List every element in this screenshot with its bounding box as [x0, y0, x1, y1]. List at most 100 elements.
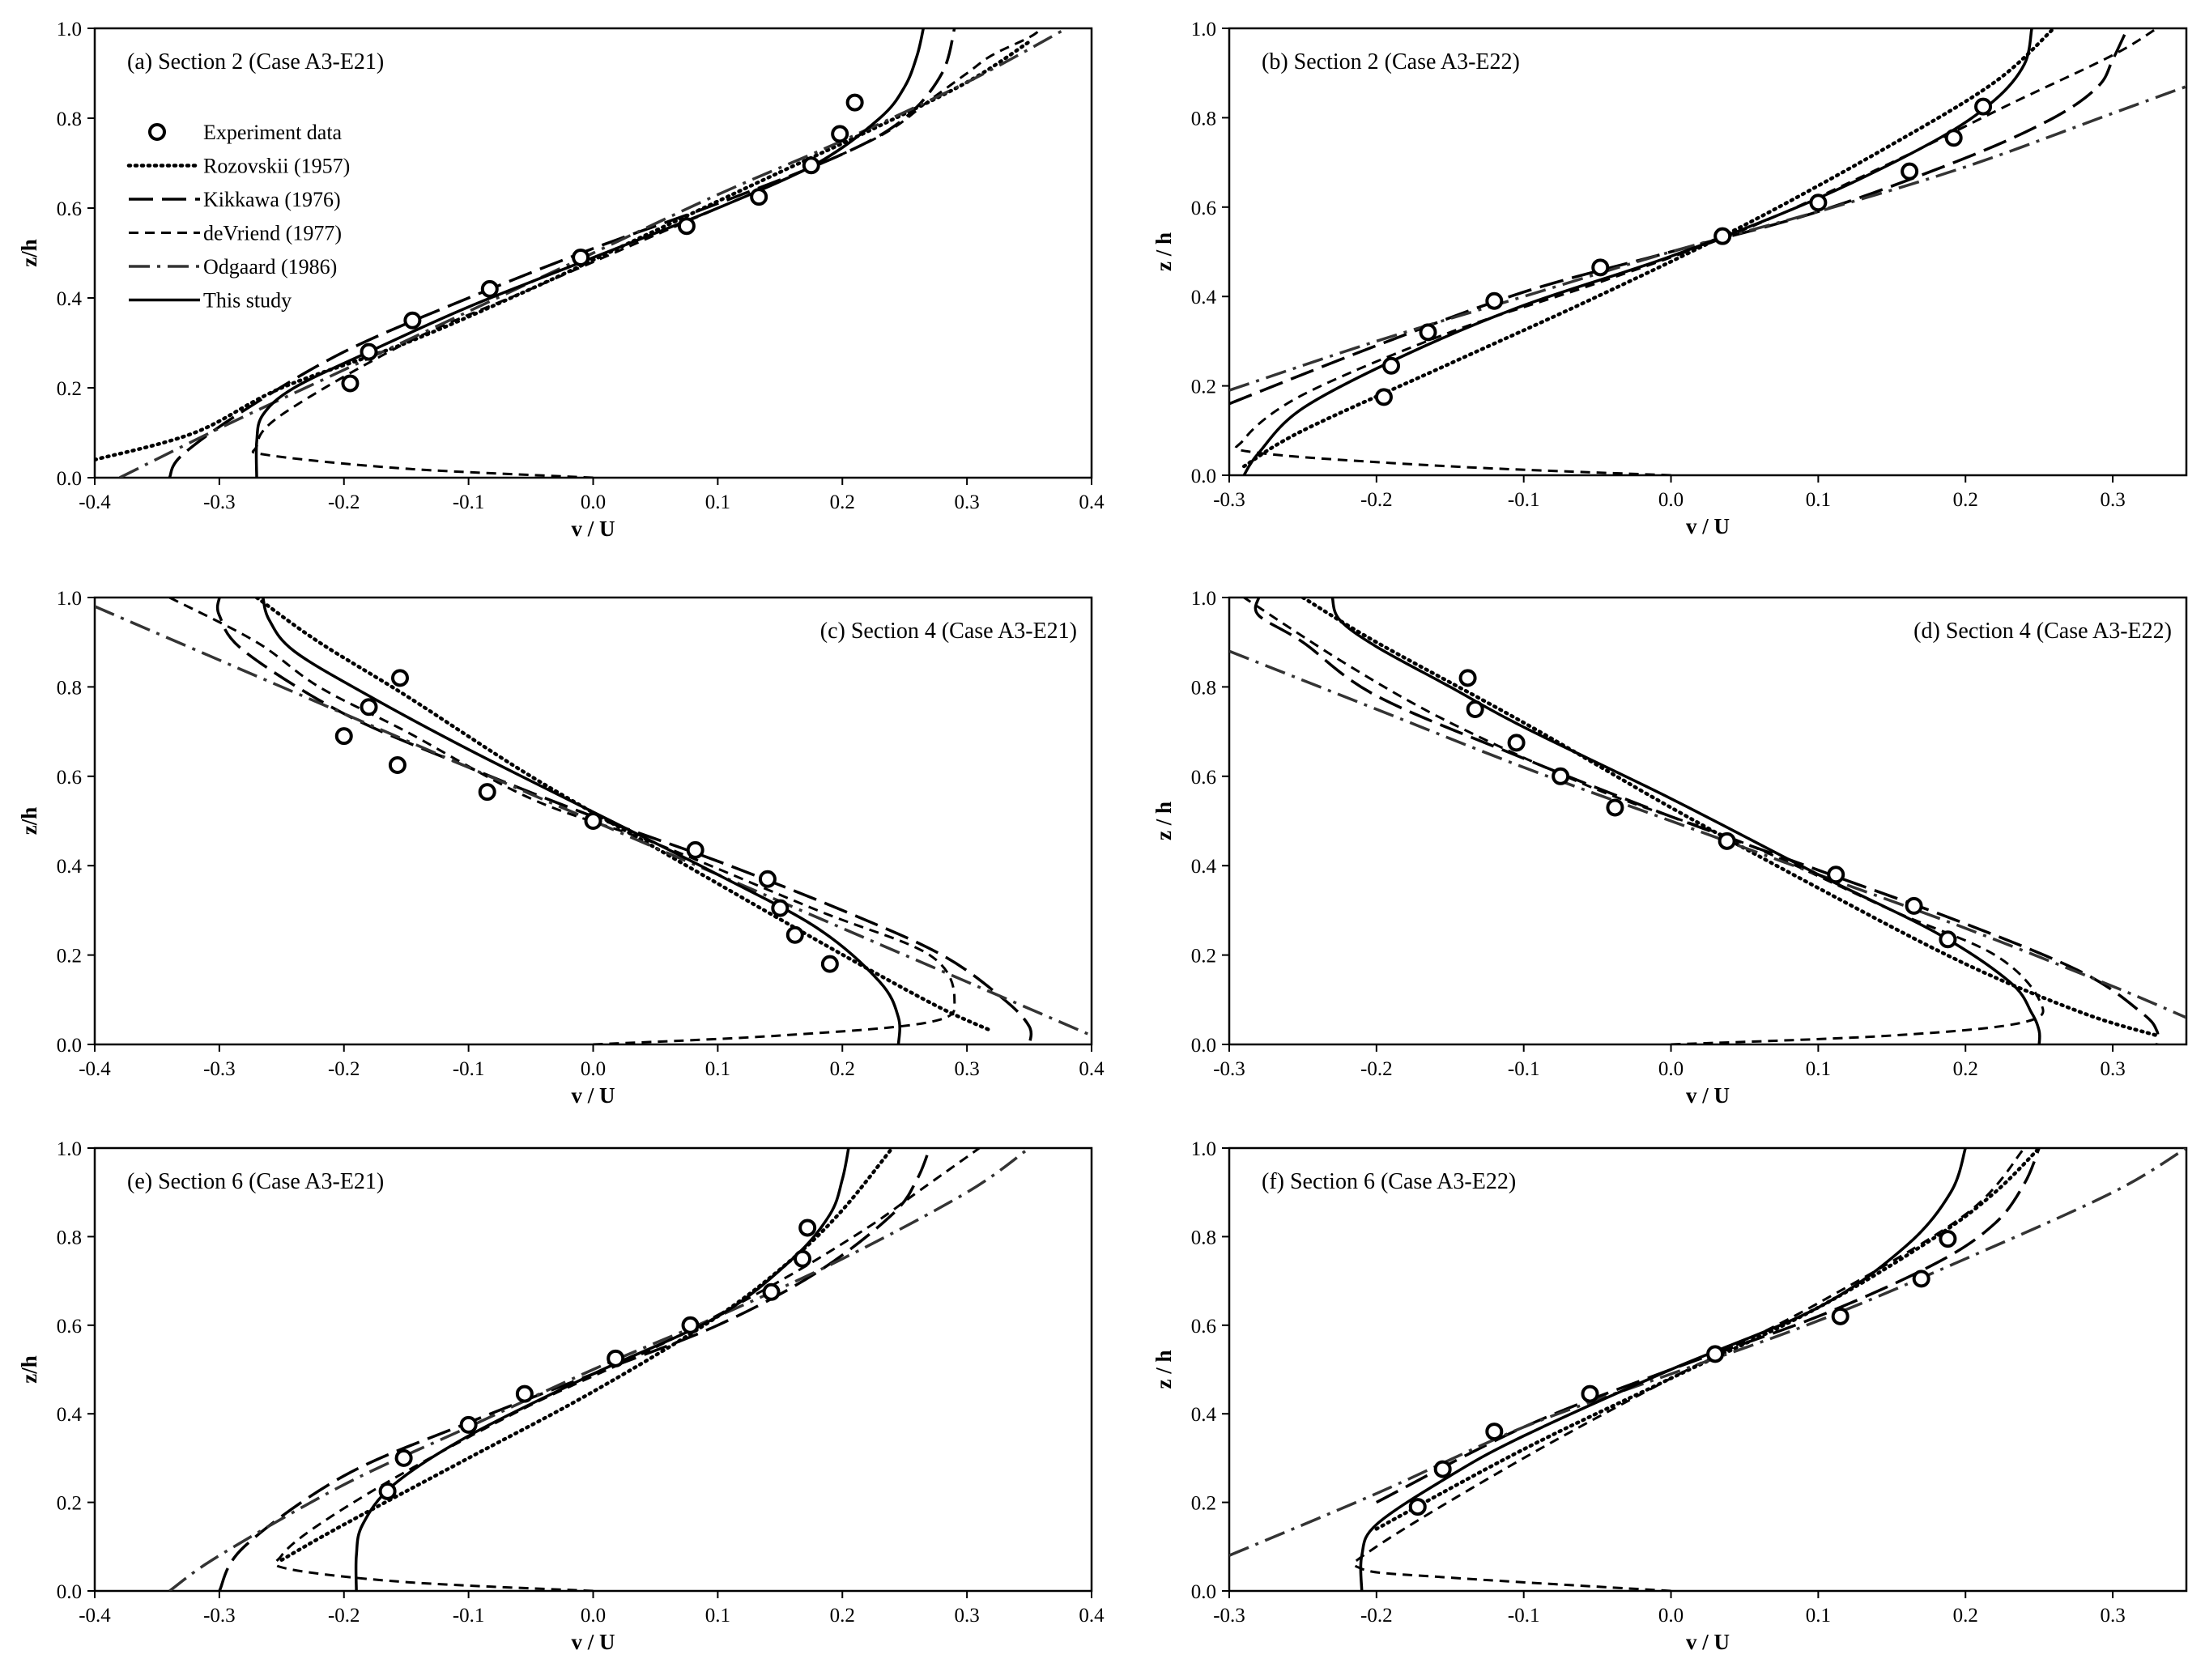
- series-line-devriend: [1352, 1148, 2026, 1591]
- panel-2: -0.3 -0.2 -0.1 0.0 0.1 0.2 0.3 0.0 0.2 0.4 0.6 0.8 1…: [1151, 19, 2188, 538]
- x-tick-label: 0.2: [830, 491, 855, 513]
- y-tick-label: 1.0: [57, 1138, 82, 1160]
- experiment-point: [1901, 162, 1919, 181]
- y-tick-label: 0.0: [57, 1581, 82, 1603]
- series-line-study: [1359, 1148, 1967, 1591]
- x-tick-label: -0.3: [1213, 1605, 1245, 1627]
- series-line-kikkawa: [1229, 28, 2129, 406]
- y-tick-label: 0.4: [57, 1404, 83, 1426]
- x-tick-label: -0.1: [1508, 1058, 1540, 1080]
- y-tick-label: 0.6: [57, 198, 82, 220]
- experiment-point: [686, 840, 704, 859]
- experiment-point: [1827, 866, 1845, 884]
- y-axis-label: z / h: [1151, 232, 1176, 271]
- experiment-point: [1974, 97, 1993, 116]
- plot-frame: [1228, 596, 2188, 1046]
- x-tick-label: 0.0: [1658, 1605, 1684, 1627]
- panel-3: -0.4 -0.3 -0.2 -0.1 0.0 0.1 0.2 0.3 0.4 0.0 0.2 0.4…: [17, 588, 1105, 1108]
- y-axis-label: z/h: [17, 239, 41, 267]
- x-axis-label: v / U: [1686, 514, 1730, 538]
- experiment-point: [1591, 258, 1610, 277]
- experiment-point: [1466, 700, 1484, 718]
- x-axis-label: v / U: [1686, 1630, 1730, 1654]
- series-line-rozovskii: [1241, 28, 2056, 469]
- x-tick-label: -0.2: [1360, 489, 1393, 511]
- x-tick-label: -0.3: [1213, 489, 1245, 511]
- experiment-point: [378, 1482, 397, 1500]
- experiment-point: [1809, 194, 1828, 212]
- x-tick-label: 0.0: [1658, 1058, 1684, 1080]
- y-axis-label: z/h: [17, 807, 41, 836]
- x-tick-label: -0.2: [1360, 1058, 1393, 1080]
- y-tick-label: 1.0: [57, 588, 82, 610]
- experiment-point: [1912, 1270, 1930, 1288]
- y-tick-label: 0.0: [1191, 1035, 1216, 1057]
- legend-label-odgaard: Odgaard (1986): [203, 255, 337, 279]
- experiment-point: [794, 1249, 812, 1268]
- series-group: [168, 1148, 1031, 1591]
- panel-1: -0.4 -0.3 -0.2 -0.1 0.0 0.1 0.2 0.3 0.4 0.0 0.2 0.4…: [17, 19, 1105, 541]
- series-line-odgaard: [95, 605, 1092, 1037]
- experiment-point: [802, 156, 820, 175]
- x-tick-label: 0.2: [830, 1058, 855, 1080]
- panel-title: (d) Section 4 (Case A3-E22): [1913, 619, 2172, 644]
- y-axis-label: z / h: [1151, 1350, 1176, 1389]
- series-line-odgaard: [1229, 1148, 2186, 1557]
- experiment-point: [584, 812, 602, 830]
- experiment-point: [1706, 1345, 1725, 1363]
- y-tick-label: 0.8: [1191, 1227, 1216, 1248]
- experiment-point: [1485, 291, 1504, 310]
- x-tick-label: -0.2: [328, 491, 360, 513]
- y-tick-label: 0.2: [57, 1493, 82, 1515]
- series-line-kikkawa: [168, 28, 956, 478]
- experiment-point: [750, 188, 768, 206]
- y-tick-label: 0.6: [1191, 1316, 1216, 1338]
- x-tick-label: 0.0: [581, 1605, 606, 1627]
- legend-label-devriend: deVriend (1977): [203, 222, 342, 245]
- x-tick-label: 0.3: [2100, 489, 2125, 511]
- series-line-rozovskii: [254, 598, 994, 1033]
- y-tick-label: 0.2: [1191, 946, 1216, 968]
- x-tick-label: 0.2: [830, 1605, 855, 1627]
- experiment-point: [1606, 798, 1624, 817]
- panel-6: -0.3 -0.2 -0.1 0.0 0.1 0.2 0.3 0.0 0.2 0.4 0.6 0.8 1…: [1151, 1138, 2188, 1654]
- series-line-odgaard: [1229, 649, 2186, 1019]
- x-tick-label: -0.1: [1508, 489, 1540, 511]
- series-group: [1229, 598, 2186, 1044]
- x-tick-label: 0.4: [1079, 1605, 1105, 1627]
- x-tick-label: 0.4: [1079, 491, 1105, 513]
- y-tick-label: 0.8: [1191, 677, 1216, 699]
- y-tick-label: 1.0: [57, 19, 82, 40]
- experiment-point: [1507, 734, 1526, 752]
- series-line-odgaard: [168, 1148, 1031, 1591]
- y-tick-label: 0.8: [1191, 108, 1216, 130]
- y-tick-label: 0.4: [57, 856, 83, 878]
- experiment-point: [1433, 1460, 1452, 1478]
- experiment-point: [758, 870, 777, 888]
- experiment-point: [1713, 227, 1732, 245]
- experiment-point: [1939, 930, 1957, 949]
- legend-label-study: This study: [203, 289, 292, 313]
- experiment-point: [515, 1384, 534, 1403]
- y-tick-label: 0.8: [57, 108, 82, 130]
- experiment-point: [1831, 1307, 1850, 1325]
- y-axis-label: z/h: [17, 1355, 41, 1384]
- series-group: [1229, 1148, 2186, 1591]
- x-tick-label: 0.3: [955, 1605, 980, 1627]
- x-tick-label: 0.1: [1806, 1058, 1831, 1080]
- y-tick-label: 0.2: [57, 946, 82, 968]
- y-tick-label: 0.0: [57, 468, 82, 490]
- panel-title: (c) Section 4 (Case A3-E21): [820, 619, 1077, 644]
- panel-4: -0.3 -0.2 -0.1 0.0 0.1 0.2 0.3 0.0 0.2 0.4 0.6 0.8 1…: [1151, 588, 2188, 1108]
- legend-label-kikkawa: Kikkawa (1976): [203, 188, 341, 211]
- x-axis-label: v / U: [572, 517, 615, 541]
- y-tick-label: 0.6: [57, 1316, 82, 1338]
- series-line-kikkawa: [218, 1148, 931, 1591]
- panel-title: (e) Section 6 (Case A3-E21): [127, 1169, 384, 1194]
- x-tick-label: 0.3: [955, 491, 980, 513]
- y-tick-label: 0.4: [1191, 1404, 1217, 1426]
- x-tick-label: 0.0: [1658, 489, 1684, 511]
- experiment-point: [677, 217, 696, 236]
- y-tick-label: 1.0: [1191, 19, 1216, 40]
